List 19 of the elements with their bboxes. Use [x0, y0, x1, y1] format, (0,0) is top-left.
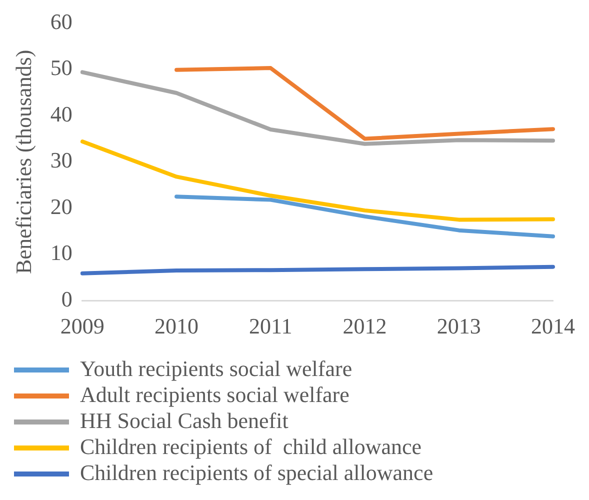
- legend-label: Adult recipients social welfare: [80, 382, 350, 407]
- y-tick-label: 60: [50, 8, 72, 34]
- legend-label: Children recipients of child allowance: [80, 434, 422, 459]
- x-tick-label: 2009: [60, 314, 104, 339]
- y-axis-title: Beneficiaries (thousands): [10, 50, 36, 274]
- x-tick-label: 2013: [436, 314, 481, 339]
- y-tick-label: 40: [50, 101, 72, 126]
- y-tick-label: 0: [61, 286, 72, 312]
- y-tick-label: 30: [50, 148, 72, 173]
- x-tick-label: 2014: [531, 314, 575, 339]
- y-tick-label: 50: [50, 55, 72, 80]
- legend-label: HH Social Cash benefit: [80, 408, 288, 433]
- x-tick-label: 2011: [249, 314, 292, 339]
- legend-label: Youth recipients social welfare: [80, 356, 352, 381]
- y-tick-label: 10: [50, 240, 72, 266]
- x-tick-label: 2010: [154, 314, 199, 339]
- x-tick-label: 2012: [342, 314, 387, 339]
- y-tick-label: 20: [50, 194, 72, 219]
- legend-label: Children recipients of special allowance: [80, 460, 434, 485]
